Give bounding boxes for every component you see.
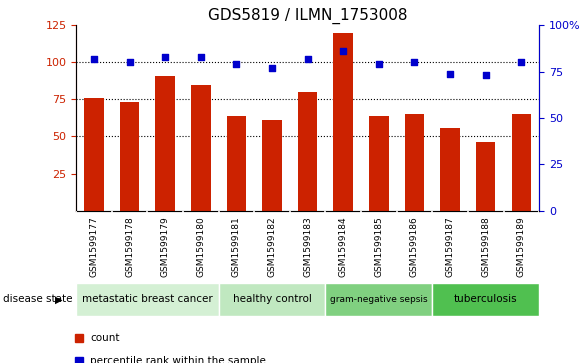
Point xyxy=(89,56,98,62)
Title: GDS5819 / ILMN_1753008: GDS5819 / ILMN_1753008 xyxy=(208,8,407,24)
Text: GSM1599183: GSM1599183 xyxy=(303,216,312,277)
Point xyxy=(231,61,241,67)
Point xyxy=(303,56,312,62)
Text: GSM1599181: GSM1599181 xyxy=(232,216,241,277)
Text: GSM1599189: GSM1599189 xyxy=(517,216,526,277)
Text: tuberculosis: tuberculosis xyxy=(454,294,517,305)
Text: GSM1599177: GSM1599177 xyxy=(90,216,98,277)
Bar xyxy=(227,116,246,211)
Bar xyxy=(155,76,175,211)
Text: healthy control: healthy control xyxy=(233,294,312,305)
Text: GSM1599186: GSM1599186 xyxy=(410,216,419,277)
Text: percentile rank within the sample: percentile rank within the sample xyxy=(90,356,266,363)
Point xyxy=(267,65,277,71)
Point xyxy=(161,54,170,60)
Bar xyxy=(219,283,325,316)
Text: GSM1599179: GSM1599179 xyxy=(161,216,170,277)
Bar xyxy=(440,128,460,211)
Text: GSM1599184: GSM1599184 xyxy=(339,216,347,277)
Point xyxy=(196,54,206,60)
Text: count: count xyxy=(90,333,120,343)
Text: GSM1599182: GSM1599182 xyxy=(268,216,277,277)
Bar xyxy=(298,92,318,211)
Bar xyxy=(476,142,496,211)
Bar xyxy=(76,283,219,316)
Text: GSM1599187: GSM1599187 xyxy=(445,216,455,277)
Point xyxy=(125,60,134,65)
Bar xyxy=(84,98,104,211)
Text: disease state: disease state xyxy=(3,294,73,305)
Point xyxy=(445,71,455,77)
Text: gram-negative sepsis: gram-negative sepsis xyxy=(330,295,428,304)
Bar xyxy=(333,33,353,211)
Point xyxy=(339,48,348,54)
Bar xyxy=(432,283,539,316)
Text: GSM1599185: GSM1599185 xyxy=(374,216,383,277)
Point xyxy=(374,61,384,67)
Text: GSM1599188: GSM1599188 xyxy=(481,216,490,277)
Point xyxy=(481,73,490,78)
Bar xyxy=(512,114,531,211)
Bar xyxy=(120,102,139,211)
Text: GSM1599180: GSM1599180 xyxy=(196,216,205,277)
Bar xyxy=(263,120,282,211)
Bar xyxy=(191,85,210,211)
Bar xyxy=(325,283,432,316)
Text: metastatic breast cancer: metastatic breast cancer xyxy=(82,294,213,305)
Text: GSM1599178: GSM1599178 xyxy=(125,216,134,277)
Point xyxy=(517,60,526,65)
Point xyxy=(410,60,419,65)
Bar xyxy=(369,116,389,211)
Text: ▶: ▶ xyxy=(55,294,62,305)
Bar xyxy=(405,114,424,211)
